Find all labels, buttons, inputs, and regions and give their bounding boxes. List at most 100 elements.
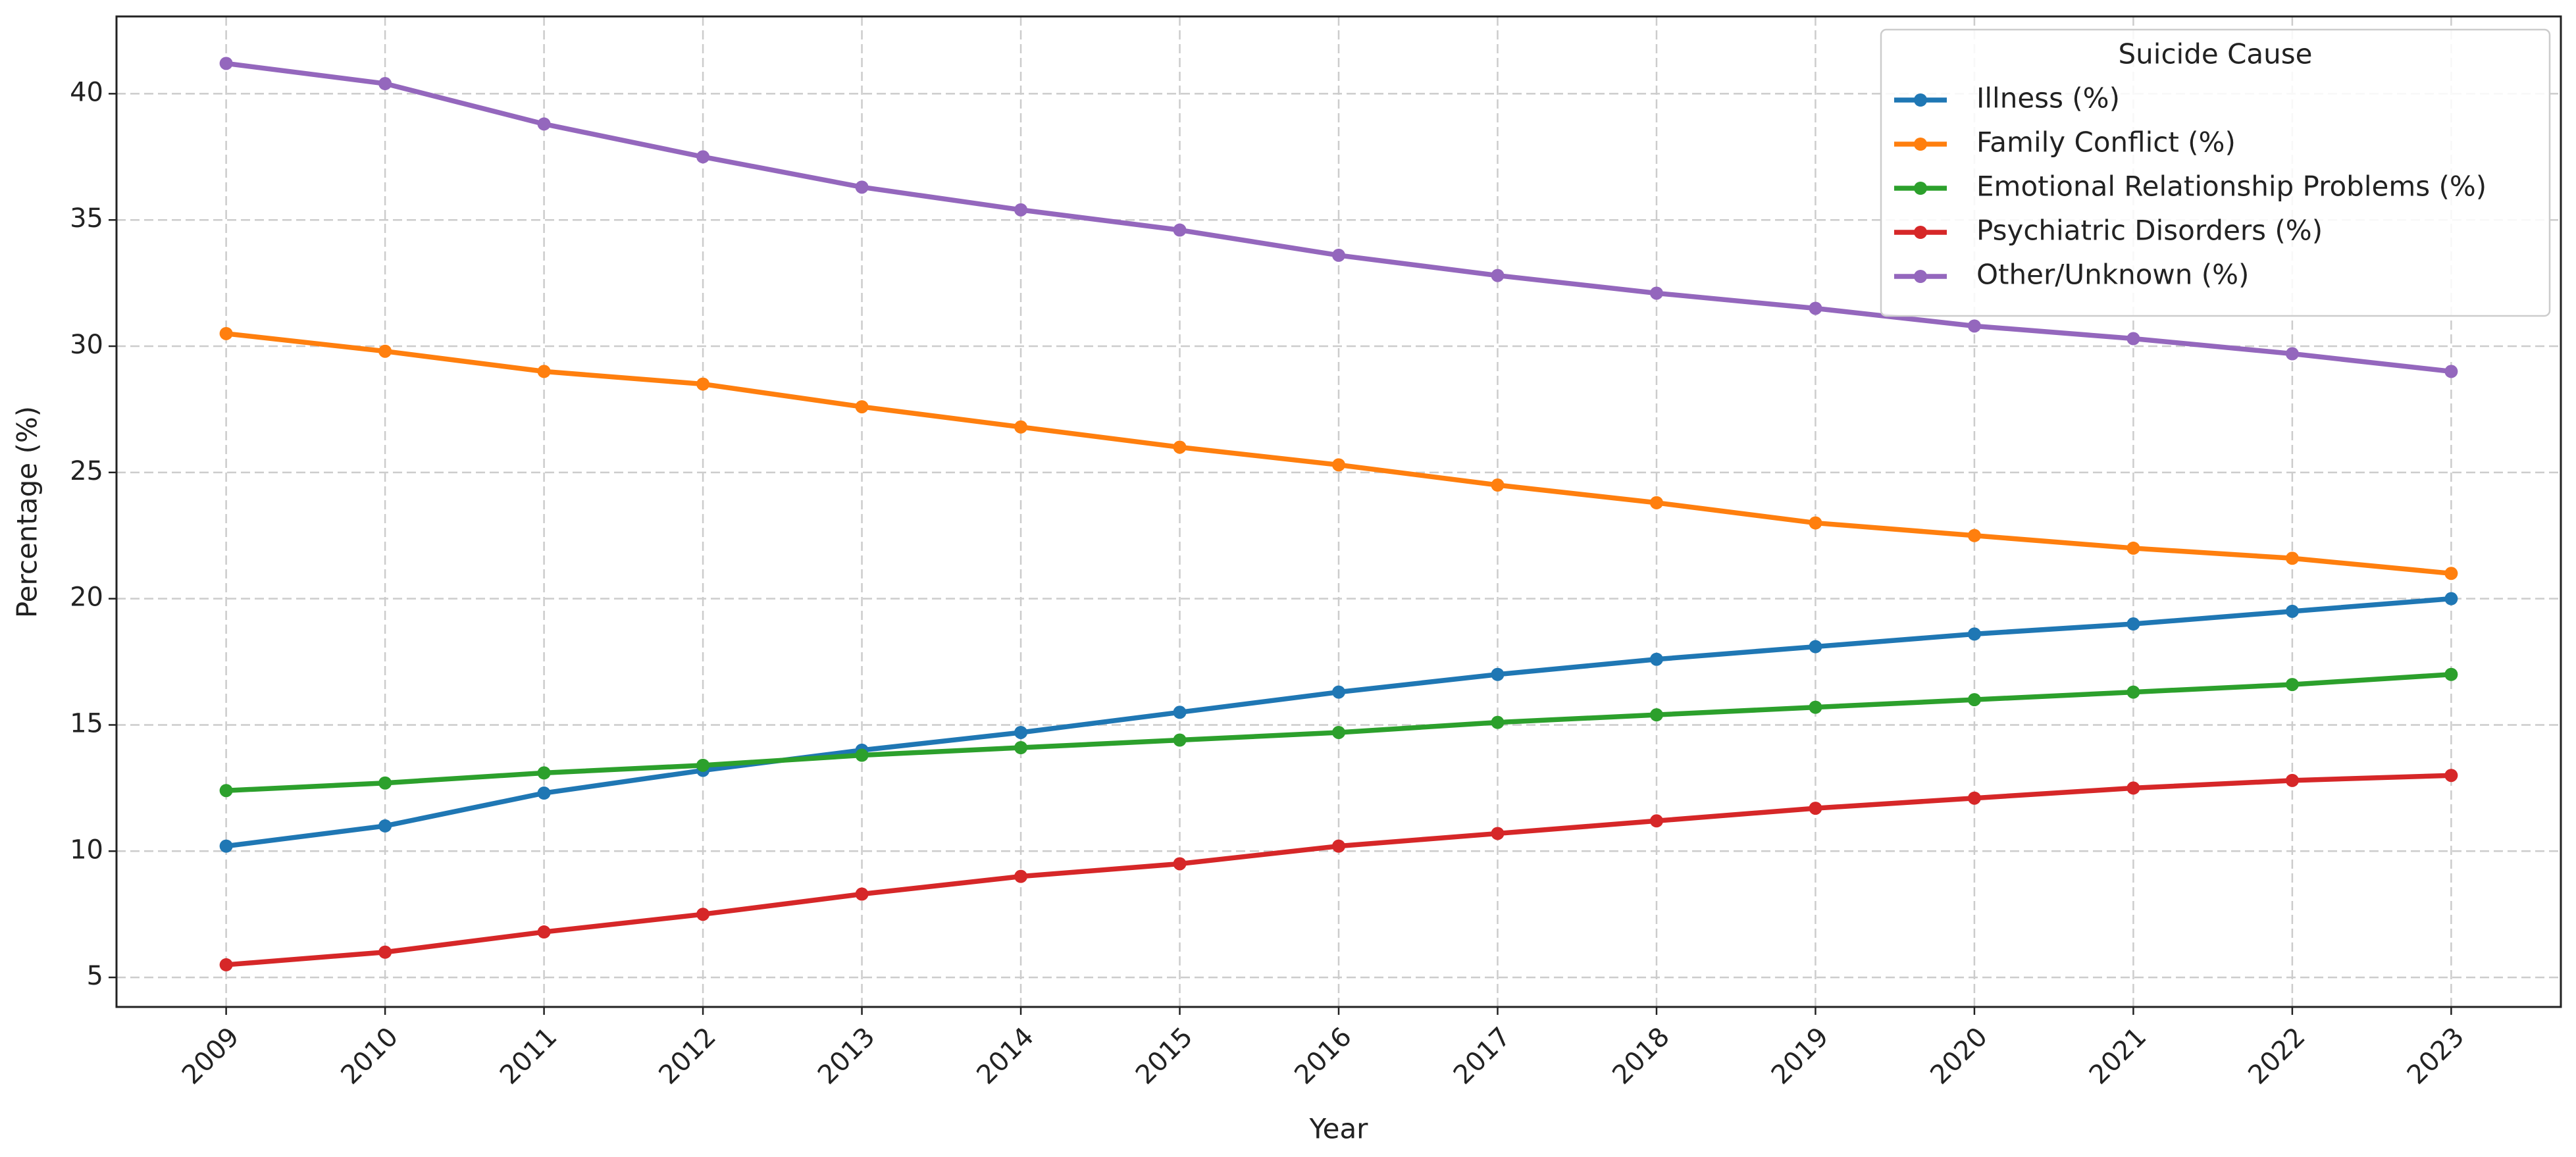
x-tick-label: 2021 xyxy=(2084,1021,2153,1091)
point-marker xyxy=(1491,715,1505,729)
legend-marker xyxy=(1914,138,1927,151)
point-marker xyxy=(2126,617,2140,631)
point-marker xyxy=(2126,685,2140,699)
x-tick-label: 2009 xyxy=(176,1021,245,1091)
x-tick-label: 2013 xyxy=(812,1021,881,1091)
point-marker xyxy=(2126,541,2140,555)
y-tick-label: 40 xyxy=(70,77,103,107)
x-tick-label: 2019 xyxy=(1766,1021,1835,1091)
point-marker xyxy=(1491,478,1505,492)
point-marker xyxy=(1014,725,1028,739)
point-marker xyxy=(1332,839,1345,853)
point-marker xyxy=(2285,773,2299,787)
point-marker xyxy=(537,365,551,378)
point-marker xyxy=(537,117,551,131)
legend-box xyxy=(1880,28,2551,317)
x-tick-label: 2012 xyxy=(653,1021,722,1091)
point-marker xyxy=(219,839,233,853)
y-tick-label: 15 xyxy=(70,708,103,738)
point-marker xyxy=(2285,604,2299,618)
x-tick-label: 2015 xyxy=(1130,1021,1199,1091)
y-axis-label: Percentage (%) xyxy=(11,406,43,618)
point-marker xyxy=(696,758,710,772)
point-marker xyxy=(2444,769,2458,783)
point-marker xyxy=(2444,365,2458,378)
legend-label: Psychiatric Disorders (%) xyxy=(1976,215,2323,247)
point-marker xyxy=(1173,706,1187,719)
point-marker xyxy=(378,344,392,358)
point-marker xyxy=(1491,827,1505,840)
point-marker xyxy=(219,326,233,340)
legend: Suicide Cause Illness (%) Family Conflict … xyxy=(1880,28,2551,317)
point-marker xyxy=(1649,652,1663,666)
legend-marker xyxy=(1914,182,1927,195)
point-marker xyxy=(855,887,869,901)
legend-label: Illness (%) xyxy=(1976,82,2120,115)
point-marker xyxy=(1649,286,1663,300)
point-marker xyxy=(378,945,392,959)
point-marker xyxy=(2126,781,2140,795)
point-marker xyxy=(219,784,233,798)
point-marker xyxy=(1014,869,1028,883)
x-tick-label: 2011 xyxy=(494,1021,563,1091)
point-marker xyxy=(1809,802,1822,815)
point-marker xyxy=(378,776,392,790)
point-marker xyxy=(1809,700,1822,714)
point-marker xyxy=(1014,420,1028,434)
point-marker xyxy=(1173,440,1187,454)
x-tick-label: 2018 xyxy=(1607,1021,1676,1091)
x-tick-label: 2016 xyxy=(1289,1021,1358,1091)
point-marker xyxy=(1649,814,1663,828)
point-marker xyxy=(378,819,392,833)
point-marker xyxy=(696,377,710,391)
point-marker xyxy=(1332,725,1345,739)
plot-frame xyxy=(115,15,2562,1008)
point-marker xyxy=(1014,203,1028,217)
point-marker xyxy=(1491,269,1505,282)
point-marker xyxy=(855,180,869,194)
legend-marker xyxy=(1914,93,1927,107)
point-marker xyxy=(1332,248,1345,262)
point-marker xyxy=(2444,567,2458,580)
legend-title: Suicide Cause xyxy=(2119,38,2313,70)
point-marker xyxy=(1491,667,1505,681)
point-marker xyxy=(537,925,551,939)
y-tick-label: 25 xyxy=(70,456,103,486)
point-marker xyxy=(219,958,233,971)
point-marker xyxy=(2285,552,2299,565)
point-marker xyxy=(696,908,710,921)
point-marker xyxy=(1173,223,1187,237)
point-marker xyxy=(2285,678,2299,692)
point-marker xyxy=(855,400,869,414)
point-marker xyxy=(1809,301,1822,315)
point-marker xyxy=(2444,592,2458,605)
point-marker xyxy=(1967,791,1981,805)
y-tick-label: 30 xyxy=(70,330,103,360)
x-tick-label: 2020 xyxy=(1924,1021,1994,1091)
y-tick-label: 5 xyxy=(87,961,103,991)
x-tick-label: 2017 xyxy=(1448,1021,1517,1091)
legend-label: Emotional Relationship Problems (%) xyxy=(1976,170,2486,203)
point-marker xyxy=(1332,685,1345,699)
point-marker xyxy=(1332,458,1345,472)
point-marker xyxy=(2285,347,2299,361)
point-marker xyxy=(696,150,710,164)
point-marker xyxy=(2444,667,2458,681)
point-marker xyxy=(1809,640,1822,654)
x-tick-label: 2010 xyxy=(335,1021,404,1091)
point-marker xyxy=(1014,741,1028,755)
point-marker xyxy=(537,766,551,780)
point-marker xyxy=(1649,708,1663,722)
point-marker xyxy=(1967,528,1981,542)
point-marker xyxy=(1967,693,1981,707)
y-tick-label: 20 xyxy=(70,582,103,613)
point-marker xyxy=(1967,627,1981,641)
x-axis-label: Year xyxy=(1309,1113,1369,1145)
point-marker xyxy=(219,57,233,70)
y-tick-label: 10 xyxy=(70,835,103,865)
point-marker xyxy=(1173,857,1187,871)
x-tick-label: 2014 xyxy=(971,1021,1040,1091)
y-tick-label: 35 xyxy=(70,203,103,234)
